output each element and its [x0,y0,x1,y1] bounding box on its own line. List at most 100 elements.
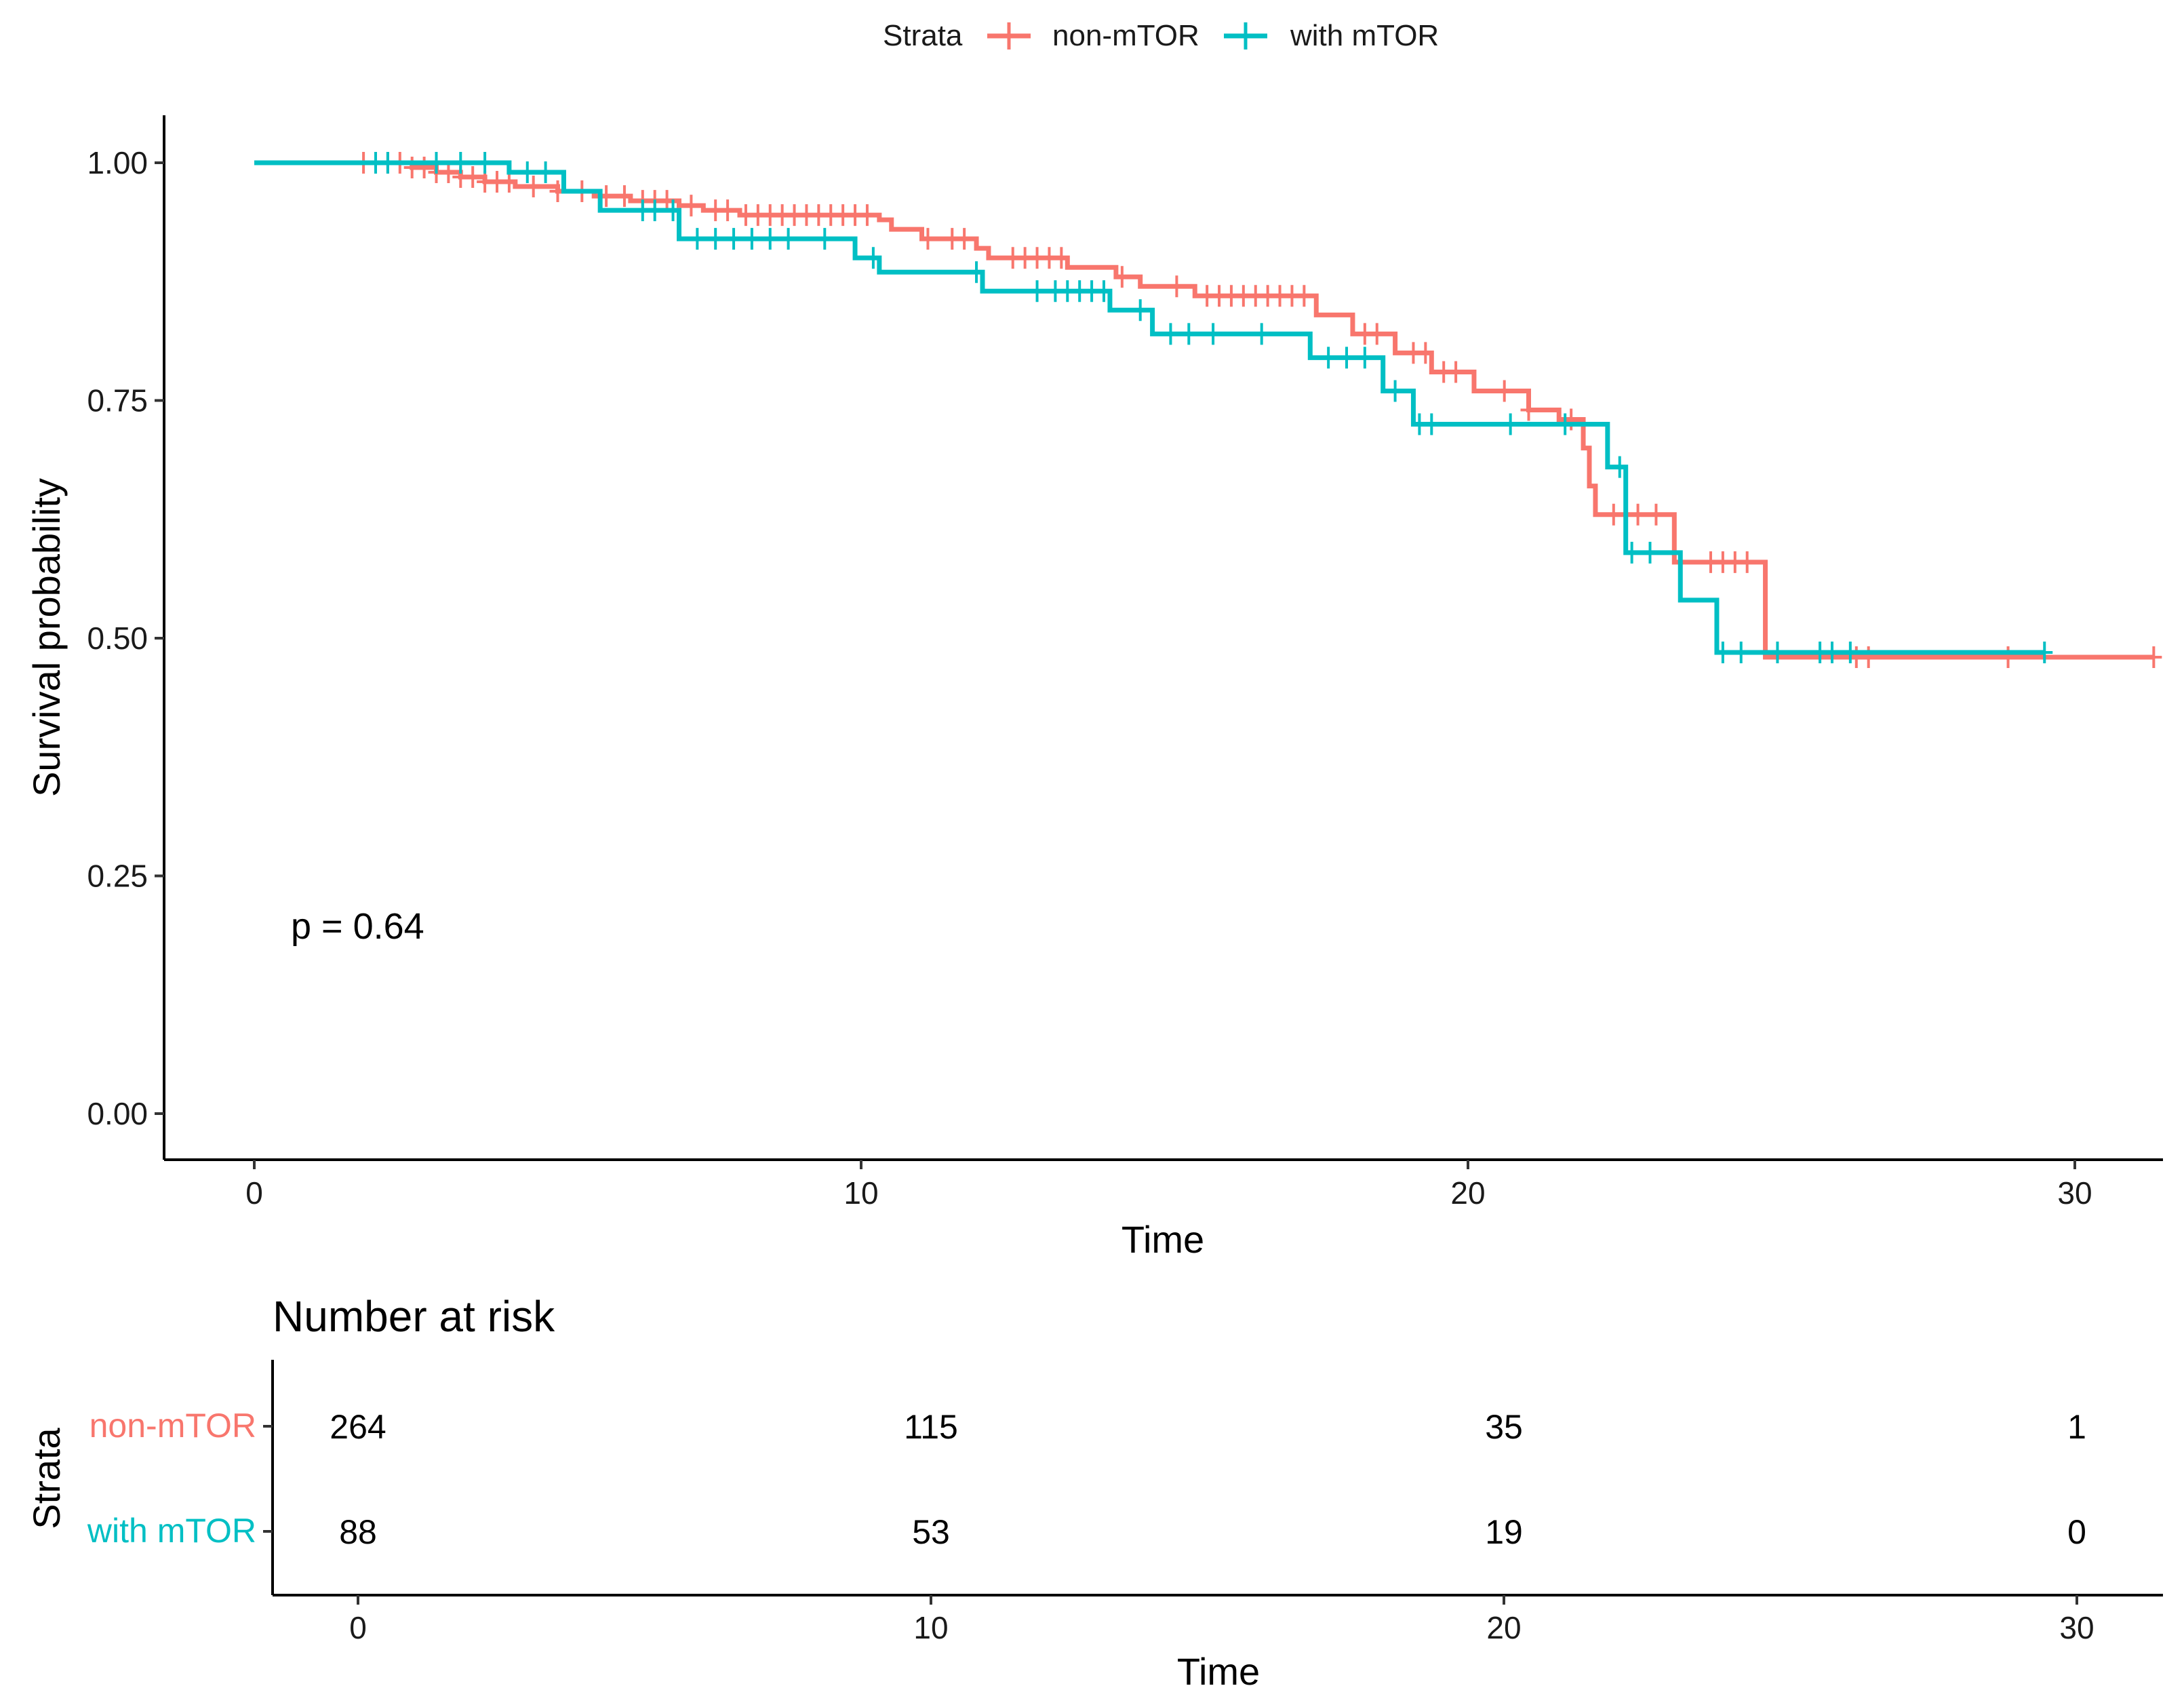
survival-x-tick-label: 30 [2057,1175,2092,1211]
censor-mark-with-mtor [780,228,797,250]
censor-mark-with-mtor [1824,642,1840,664]
censor-mark-non-mtor [858,204,875,227]
censor-mark-with-mtor [689,228,706,250]
survival-y-tick-label: 0.25 [87,859,148,894]
censor-mark-with-mtor [1842,642,1859,664]
censor-mark-non-mtor [1168,275,1185,298]
censor-mark-non-mtor [1860,646,1877,669]
censor-mark-non-mtor [719,199,736,222]
censor-mark-with-mtor [1205,323,1222,345]
censor-mark-non-mtor [464,166,481,189]
censor-mark-non-mtor [416,157,433,179]
survival-x-axis-title: Time [1121,1218,1204,1261]
risk-y-axis-title: Strata [25,1427,68,1529]
risk-value-with-mtor: 19 [1485,1513,1523,1551]
survival-y-ticks: 0.00 0.25 0.50 0.75 1.00 [87,145,164,1131]
censor-mark-with-mtor [1387,380,1404,402]
censor-mark-with-mtor [743,228,760,250]
censor-mark-non-mtor [1648,503,1665,526]
censor-mark-non-mtor [1296,285,1313,307]
risk-x-tick-label: 30 [2059,1610,2094,1645]
censor-mark-with-mtor [816,228,833,250]
risk-value-non-mtor: 264 [330,1408,386,1446]
risk-value-non-mtor: 1 [2067,1408,2086,1446]
censor-mark-non-mtor [1417,342,1434,364]
survival-x-tick-label: 0 [245,1175,263,1211]
risk-value-with-mtor: 88 [339,1513,377,1551]
survival-curve-non-mtor [254,160,2154,660]
censor-mark-non-mtor [1113,266,1130,288]
survival-y-axis-title: Survival probability [25,478,68,797]
censor-mark-non-mtor [1448,361,1465,383]
censor-mark-with-mtor [707,228,724,250]
censor-mark-non-mtor [683,195,700,217]
risk-x-tick-label: 10 [913,1610,948,1645]
legend-label-with-mtor: with mTOR [1290,19,1439,52]
censor-mark-with-mtor [1162,323,1179,345]
censor-mark-with-mtor [1338,347,1355,369]
censor-mark-with-mtor [1732,642,1749,664]
censor-mark-with-mtor [1642,541,1659,564]
survival-x-tick-label: 10 [843,1175,878,1211]
survival-curve-with-mtor [254,160,2045,655]
legend: Strata non-mTOR with mTOR [883,19,1439,52]
censor-mark-with-mtor [1096,280,1112,302]
censor-mark-with-mtor [452,152,469,174]
legend-key-non-mtor [987,22,1031,50]
censor-mark-with-mtor [1029,280,1046,302]
risk-row-label-with-mtor: with mTOR [87,1512,256,1550]
censor-mark-with-mtor [1132,299,1149,321]
risk-value-non-mtor: 35 [1485,1408,1523,1446]
risk-table-panel: Number at risk non-mTOR 264 115 35 1 with mTO… [87,1292,2163,1645]
risk-row-label-non-mtor: non-mTOR [90,1407,256,1445]
censor-mark-with-mtor [1356,347,1373,369]
censor-mark-with-mtor [2036,642,2053,664]
censor-mark-with-mtor [1714,642,1731,664]
censor-mark-non-mtor [956,228,973,250]
risk-x-ticks: 0 10 20 30 [349,1595,2094,1645]
censor-mark-with-mtor [1320,347,1337,369]
censor-mark-with-mtor [726,228,742,250]
censor-mark-with-mtor [1557,413,1574,435]
legend-title: Strata [883,19,963,52]
survival-y-tick-label: 0.75 [87,383,148,418]
censor-mark-with-mtor [968,261,985,283]
censor-mark-non-mtor [2145,646,2162,669]
survival-x-tick-label: 20 [1450,1175,1485,1211]
censor-mark-with-mtor [1180,323,1197,345]
censor-mark-with-mtor [761,228,778,250]
censor-mark-with-mtor [1423,413,1440,435]
risk-x-axis-title: Time [1177,1650,1260,1693]
risk-table-rows: non-mTOR 264 115 35 1 with mTOR 88 53 19 0 [87,1407,2086,1551]
survival-y-tick-label: 0.50 [87,621,148,656]
censor-mark-with-mtor [379,152,396,174]
survival-x-ticks: 0 10 20 30 [245,1160,2092,1211]
risk-x-tick-label: 20 [1486,1610,1521,1645]
censor-mark-with-mtor [1611,456,1628,478]
censor-mark-non-mtor [525,176,542,198]
censor-mark-with-mtor [1623,541,1640,564]
censor-mark-non-mtor [1739,551,1755,573]
censor-mark-with-mtor [1502,413,1519,435]
survival-plot-panel: 0.00 0.25 0.50 0.75 1.00 0 10 20 30 p = 0.64 [87,115,2163,1211]
censor-mark-with-mtor [664,199,681,222]
risk-table-title: Number at risk [273,1292,555,1341]
censor-mark-non-mtor [1368,323,1385,345]
censor-mark-with-mtor [519,161,536,184]
censor-mark-non-mtor [2000,646,2017,669]
censor-mark-with-mtor [537,161,554,184]
censor-mark-non-mtor [919,228,936,250]
risk-x-tick-label: 0 [349,1610,367,1645]
censor-mark-with-mtor [646,199,663,222]
survival-y-tick-label: 1.00 [87,145,148,180]
legend-label-non-mtor: non-mTOR [1052,19,1199,52]
legend-key-with-mtor [1224,22,1267,50]
risk-value-with-mtor: 53 [912,1513,950,1551]
censor-mark-non-mtor [1629,503,1646,526]
risk-value-with-mtor: 0 [2067,1513,2086,1551]
survival-curves [254,152,2162,669]
censor-mark-non-mtor [1496,380,1513,402]
censor-mark-non-mtor [616,185,633,208]
censor-mark-with-mtor [1769,642,1786,664]
